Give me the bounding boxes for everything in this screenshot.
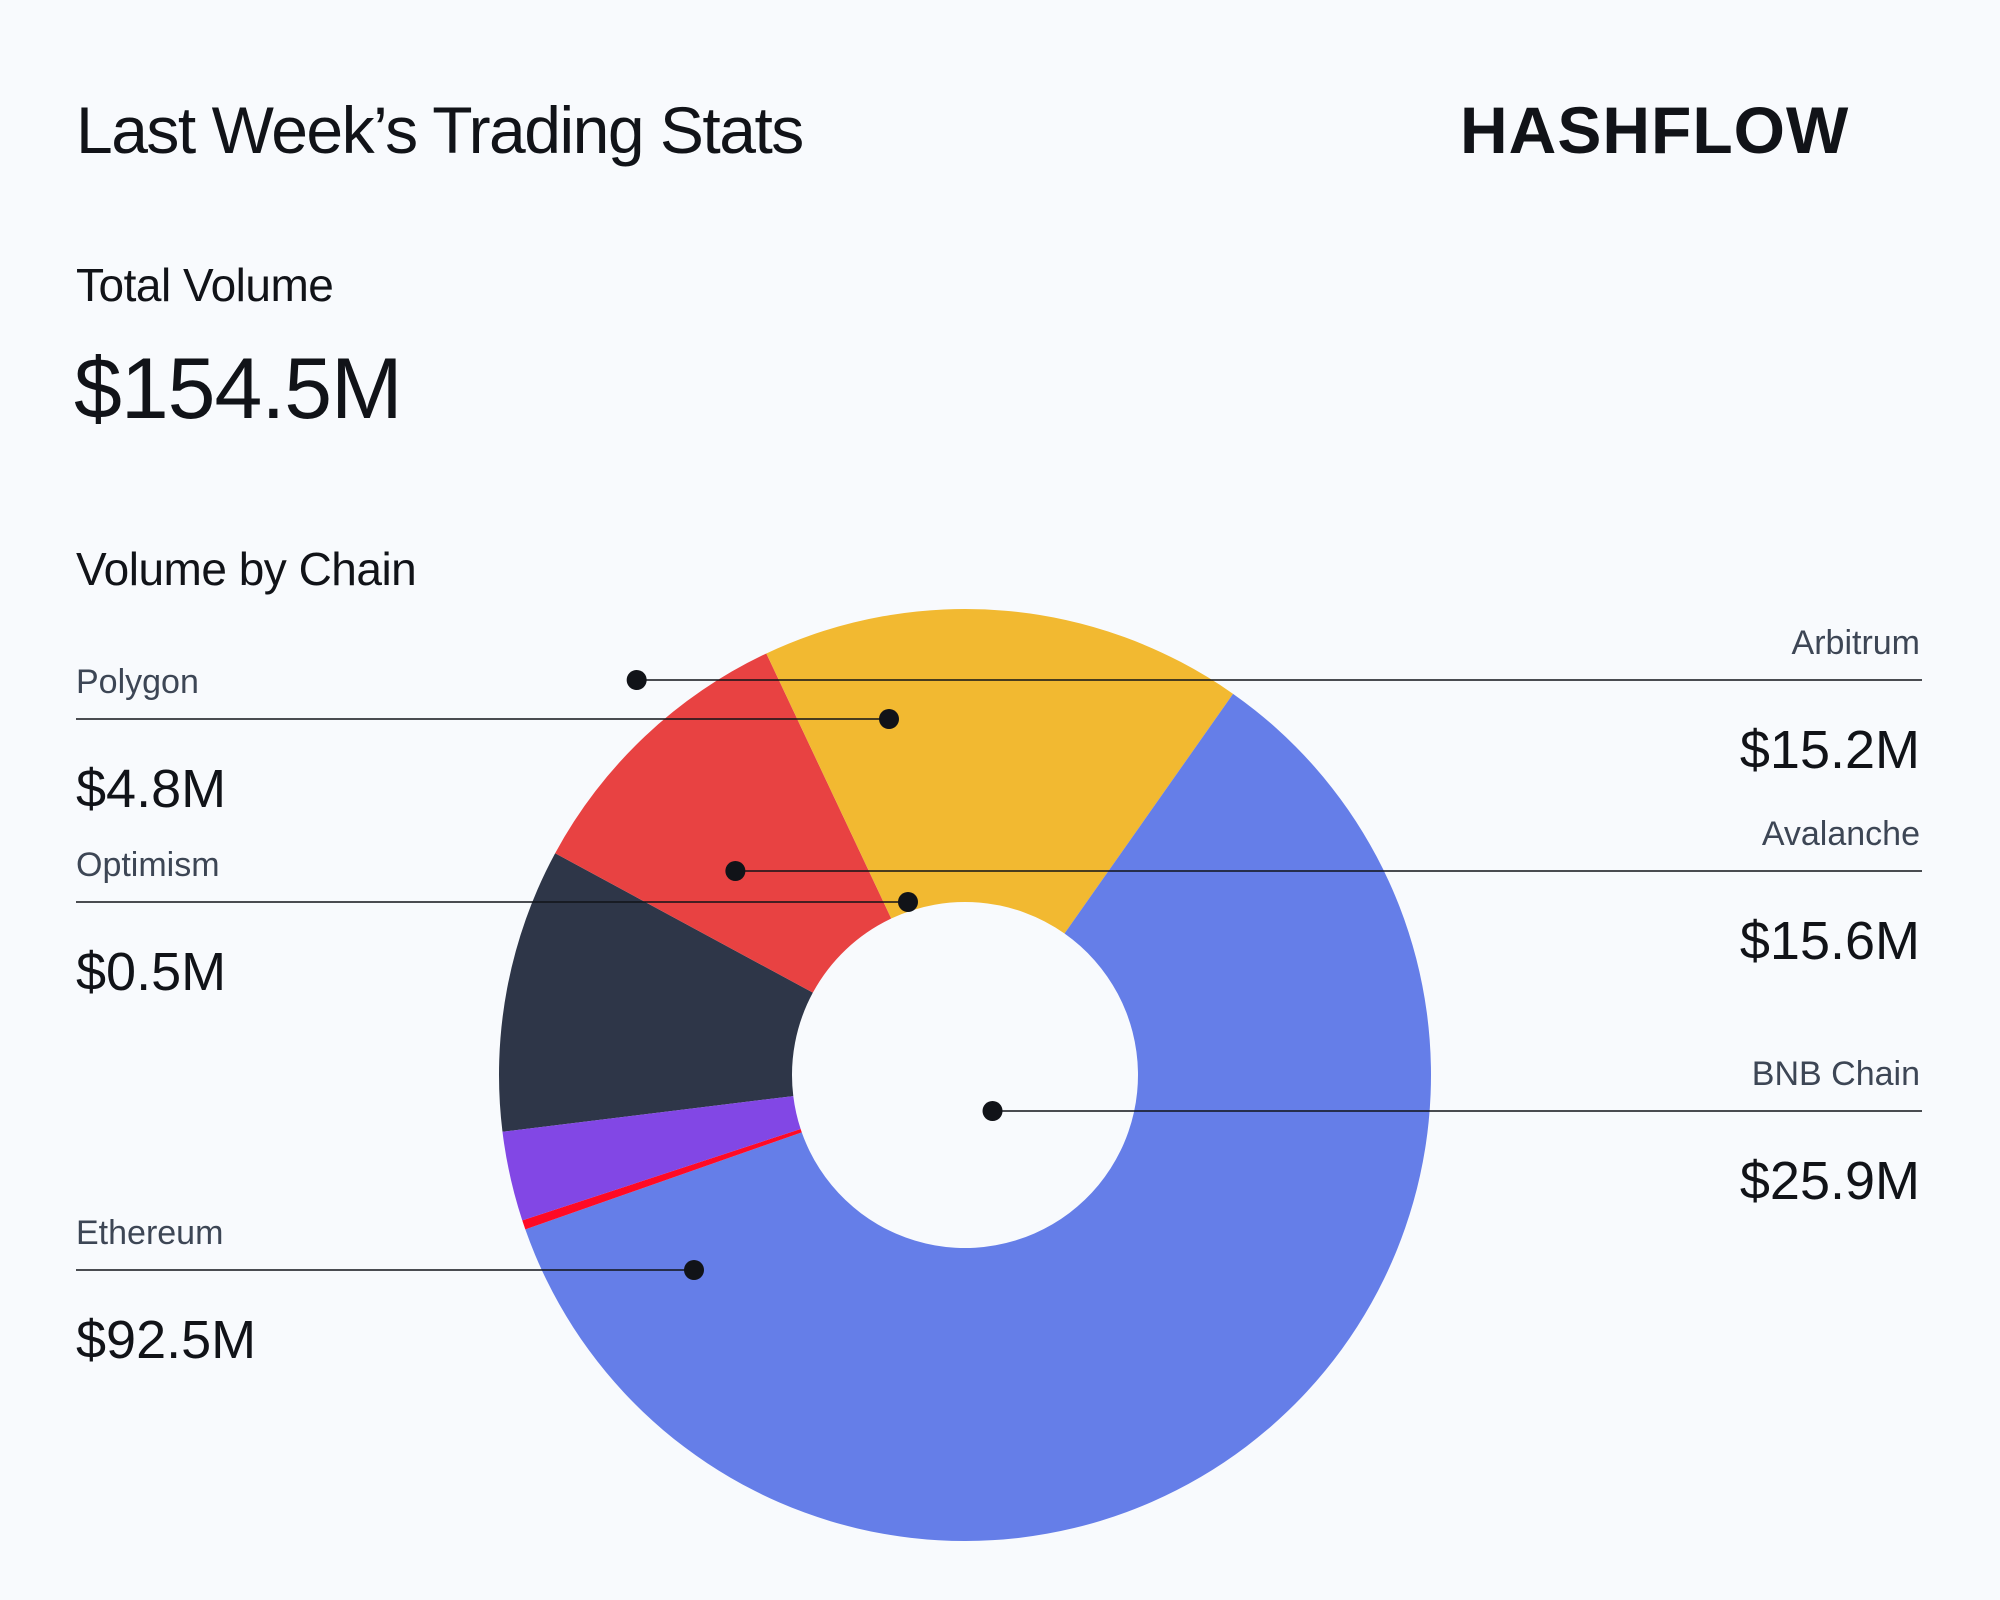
marker-dot-avalanche: [725, 861, 746, 881]
marker-dot-bnb-chain: [982, 1101, 1003, 1121]
marker-dot-polygon: [879, 709, 899, 729]
label-ethereum: Ethereum: [76, 1214, 223, 1252]
marker-dot-optimism: [898, 892, 918, 912]
slice-arbitrum: [499, 853, 813, 1132]
value-label-polygon: $4.8M: [76, 759, 226, 819]
slice-optimism: [522, 1128, 802, 1230]
label-avalanche: Avalanche: [1762, 815, 1920, 853]
label-optimism: Optimism: [76, 846, 220, 884]
slice-bnb-chain: [766, 608, 1234, 934]
value-label-ethereum: $92.5M: [76, 1310, 256, 1370]
label-bnb-chain: BNB Chain: [1752, 1055, 1920, 1093]
slice-avalanche: [555, 653, 892, 993]
label-polygon: Polygon: [76, 663, 199, 701]
brand-logo: HASHFLOW: [1460, 93, 1850, 167]
total-volume-value: $154.5M: [74, 341, 403, 437]
marker-dot-arbitrum: [626, 670, 647, 690]
slice-ethereum: [525, 693, 1432, 1541]
page-title: Last Week’s Trading Stats: [76, 93, 804, 167]
value-label-bnb-chain: $25.9M: [1740, 1151, 1920, 1211]
label-arbitrum: Arbitrum: [1792, 624, 1920, 662]
value-label-arbitrum: $15.2M: [1740, 720, 1920, 780]
slice-polygon: [502, 1096, 801, 1221]
value-label-optimism: $0.5M: [76, 942, 226, 1002]
chart-section-label: Volume by Chain: [76, 543, 417, 595]
value-label-avalanche: $15.6M: [1740, 911, 1920, 971]
total-volume-label: Total Volume: [76, 259, 334, 311]
marker-dot-ethereum: [684, 1260, 704, 1280]
